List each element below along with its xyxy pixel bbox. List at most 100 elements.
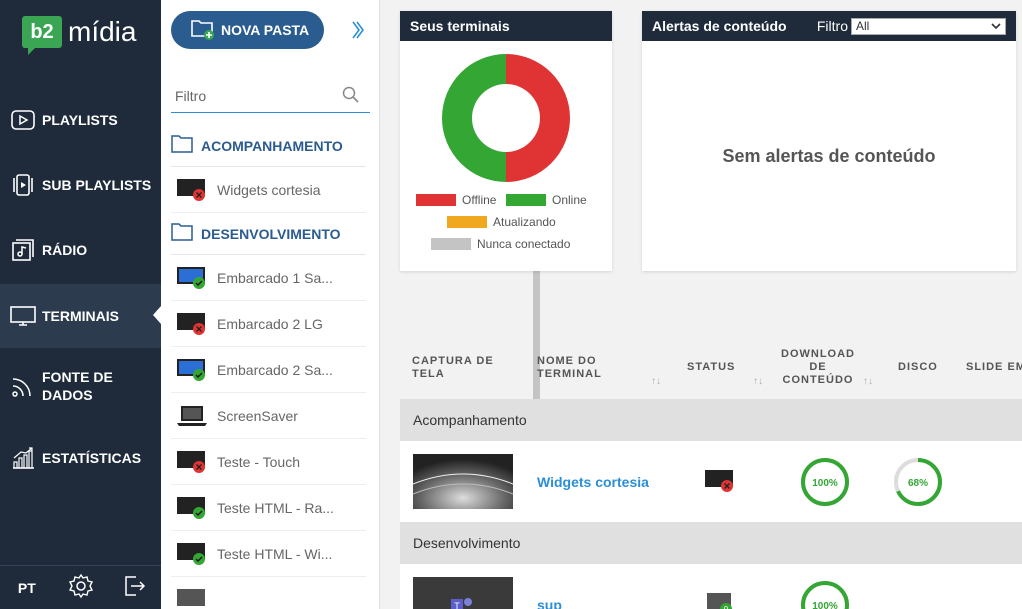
sub-playlist-icon <box>10 172 36 198</box>
sort-icon[interactable]: ↑↓ <box>753 376 763 387</box>
brand-logo[interactable]: b2 mídia <box>22 12 137 55</box>
folder-label: DESENVOLVIMENTO <box>201 225 341 242</box>
header-line: TERMINAL <box>537 368 602 380</box>
status-badge: 0 <box>724 605 729 609</box>
filter-field <box>171 82 370 113</box>
col-terminal-name[interactable]: NOME DO TERMINAL <box>537 355 602 381</box>
legend-label: Nunca conectado <box>477 237 571 251</box>
legend-swatch-offline <box>416 194 456 206</box>
terminal-offline-icon <box>177 312 207 335</box>
table-group-acompanhamento[interactable]: Acompanhamento <box>400 399 1022 441</box>
alerts-filter-value: All <box>856 19 870 33</box>
search-icon[interactable] <box>342 86 360 109</box>
sort-icon[interactable]: ↑↓ <box>651 376 661 387</box>
sort-icon[interactable]: ↑↓ <box>863 376 873 387</box>
terminal-label: Teste - Touch <box>217 453 301 470</box>
tree-terminal-item[interactable]: Teste HTML - Ra... <box>171 485 366 531</box>
download-percent: 100% <box>812 478 838 489</box>
terminal-online-icon <box>177 266 207 289</box>
gear-icon <box>68 573 94 602</box>
new-folder-button[interactable]: NOVA PASTA <box>171 11 324 49</box>
col-slide[interactable]: SLIDE EM <box>966 361 1022 374</box>
legend-label: Atualizando <box>493 215 556 229</box>
table-row[interactable]: Widgets cortesia 100% 68% <box>400 441 1022 522</box>
terminal-offline-icon <box>177 450 207 473</box>
legend-label: Online <box>552 193 587 207</box>
col-status[interactable]: STATUS <box>687 361 735 374</box>
terminals-card: Seus terminais Offline Online Atualizand… <box>400 11 612 271</box>
legend-never-connected: Nunca conectado <box>431 237 570 251</box>
terminal-label: Embarcado 2 Sa... <box>217 361 333 378</box>
nav-item-data-source[interactable]: FONTE DE DADOS <box>0 354 161 418</box>
tree-terminal-item[interactable]: Embarcado 2 LG <box>171 301 366 347</box>
col-capture[interactable]: CAPTURA DE TELA <box>412 355 494 381</box>
terminal-table-header: CAPTURA DE TELA NOME DO TERMINAL ↑↓ STAT… <box>400 338 1022 398</box>
folder-icon <box>171 223 193 244</box>
tree-terminal-item[interactable]: Embarcado 2 Sa... <box>171 347 366 393</box>
screen-capture-thumbnail[interactable]: T <box>413 577 513 609</box>
alerts-filter: Filtro All <box>817 17 1006 35</box>
nav-label: FONTE DE DADOS <box>42 369 113 403</box>
terminal-label: Widgets cortesia <box>217 181 321 198</box>
legend-swatch-never <box>431 238 471 250</box>
header-line: CONTEÚDO <box>782 374 854 386</box>
terminal-name-link[interactable]: sup <box>537 597 562 609</box>
play-icon <box>10 107 36 133</box>
data-source-icon <box>10 373 36 399</box>
logout-icon <box>122 574 146 601</box>
brand-name: mídia <box>68 16 137 47</box>
terminal-label: ScreenSaver <box>217 407 298 424</box>
terminals-donut-chart <box>442 54 570 182</box>
terminal-name-link[interactable]: Widgets cortesia <box>537 474 649 490</box>
nav-label: ESTATÍSTICAS <box>42 450 142 466</box>
tree-terminal-item[interactable]: ScreenSaver <box>171 393 366 439</box>
legend-swatch-updating <box>447 216 487 228</box>
collapse-panel-button[interactable] <box>351 20 365 45</box>
alerts-card-title: Alertas de conteúdo <box>652 18 787 34</box>
group-label: Desenvolvimento <box>413 535 521 551</box>
col-disk[interactable]: DISCO <box>898 361 938 374</box>
terminal-offline-icon <box>177 178 207 201</box>
nav-label: RÁDIO <box>42 242 88 258</box>
filter-input[interactable] <box>171 82 341 110</box>
download-percent: 100% <box>812 601 838 609</box>
nav-item-radio[interactable]: RÁDIO <box>0 218 161 282</box>
logout-button[interactable] <box>107 566 161 609</box>
table-row[interactable]: T sup 0 100% <box>400 564 1022 609</box>
download-progress: 100% <box>800 580 850 609</box>
terminal-label: Teste HTML - Wi... <box>217 545 333 562</box>
tree-terminal-item[interactable]: Teste HTML - Wi... <box>171 531 366 577</box>
nav-item-statistics[interactable]: ESTATÍSTICAS <box>0 426 161 490</box>
nav-item-terminals[interactable]: TERMINAIS <box>0 284 161 348</box>
tree-scrollbar[interactable] <box>533 124 540 454</box>
tree-terminal-item[interactable]: Teste - Touch <box>171 439 366 485</box>
nav-item-sub-playlists[interactable]: SUB PLAYLISTS <box>0 153 161 217</box>
alerts-filter-select[interactable]: All <box>851 17 1006 35</box>
header-line: DOWNLOAD <box>781 348 855 360</box>
folder-desenvolvimento[interactable]: DESENVOLVIMENTO <box>171 213 366 255</box>
laptop-icon <box>177 405 207 427</box>
tree-terminal-item[interactable]: Widgets cortesia <box>171 167 366 213</box>
folder-acompanhamento[interactable]: ACOMPANHAMENTO <box>171 125 366 167</box>
language-selector[interactable]: PT <box>17 579 36 596</box>
nav-item-playlists[interactable]: PLAYLISTS <box>0 88 161 152</box>
folder-panel: NOVA PASTA ACOMPANHAMENTO Widgets cortes… <box>161 0 540 609</box>
nav-label: TERMINAIS <box>42 308 119 324</box>
header-line: CAPTURA DE <box>412 355 494 367</box>
terminal-label: Embarcado 2 LG <box>217 315 323 332</box>
tree-terminal-item-partial[interactable] <box>171 577 366 609</box>
alerts-card-header: Alertas de conteúdo Filtro All <box>642 11 1016 41</box>
tree-terminal-item[interactable]: Embarcado 1 Sa... <box>171 255 366 301</box>
alerts-empty-message: Sem alertas de conteúdo <box>722 145 936 166</box>
screen-capture-thumbnail[interactable] <box>413 454 513 509</box>
donut-segment-online <box>442 54 506 182</box>
header-line: SLIDE EM <box>966 361 1022 373</box>
col-download[interactable]: DOWNLOAD DE CONTEÚDO <box>781 348 855 387</box>
legend-online: Online <box>506 193 587 207</box>
nav-footer: PT <box>0 565 161 609</box>
download-progress: 100% <box>800 457 850 512</box>
table-group-desenvolvimento[interactable]: Desenvolvimento <box>400 522 1022 564</box>
legend-label: Offline <box>462 193 497 207</box>
settings-button[interactable] <box>54 566 108 609</box>
terminal-offline-icon <box>705 470 735 497</box>
